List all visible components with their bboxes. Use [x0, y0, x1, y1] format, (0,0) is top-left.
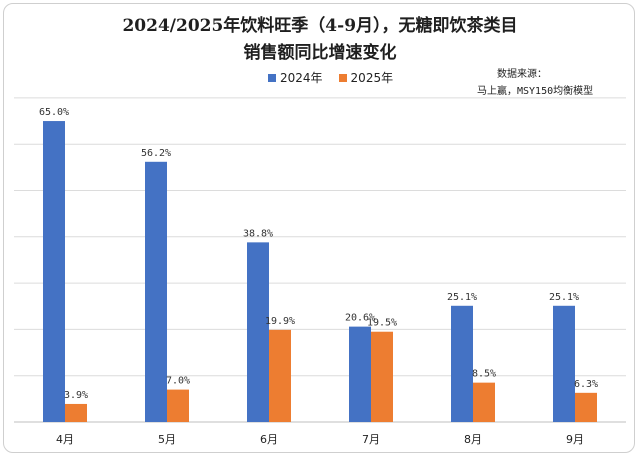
data-label-2025-7: 19.5%: [367, 318, 397, 329]
x-tick-label: 8月: [464, 433, 482, 446]
bar-2024-8: [451, 305, 473, 422]
data-label-2025-4: 3.9%: [64, 390, 88, 401]
data-label-2024-4: 65.0%: [39, 107, 69, 118]
chart-legend: 2024年 2025年: [268, 69, 393, 86]
bar-2025-4: [65, 403, 87, 422]
data-source-note: 数据来源： 马上赢，MSY150均衡模型: [477, 66, 613, 100]
data-label-2025-8: 8.5%: [472, 369, 496, 380]
bar-2024-6: [247, 242, 269, 422]
legend-label-2025: 2025年: [350, 71, 394, 85]
legend-swatch-2024: [268, 73, 276, 82]
legend-item-2024: 2024年: [268, 69, 323, 86]
x-tick-label: 6月: [260, 433, 278, 446]
legend-swatch-2025: [338, 73, 347, 82]
data-label-2025-6: 19.9%: [265, 316, 295, 327]
legend-item-2025: 2025年: [338, 69, 394, 86]
bar-2025-6: [269, 329, 291, 422]
bar-2025-9: [575, 392, 597, 422]
data-label-2025-9: 6.3%: [574, 379, 598, 390]
bar-2025-5: [167, 389, 189, 422]
data-label-2025-5: 7.0%: [166, 376, 190, 387]
legend-label-2024: 2024年: [280, 71, 323, 85]
data-label-2024-8: 25.1%: [447, 292, 477, 303]
bar-2024-7: [349, 326, 371, 422]
data-label-2024-5: 56.2%: [141, 148, 171, 159]
bar-2025-8: [473, 382, 495, 422]
bar-2025-7: [371, 331, 393, 422]
chart-frame: [3, 3, 635, 453]
chart-subtitle: 销售额同比增速变化: [243, 43, 397, 63]
x-tick-label: 5月: [158, 433, 176, 446]
data-label-2024-7: 20.6%: [345, 313, 375, 324]
x-tick-label: 4月: [56, 433, 74, 446]
x-tick-label: 7月: [362, 433, 380, 446]
bar-2024-9: [553, 305, 575, 422]
data-label-2024-6: 38.8%: [243, 228, 273, 239]
bar-2024-4: [43, 121, 65, 423]
source-line-1: 数据来源：: [497, 69, 547, 80]
x-tick-label: 9月: [566, 433, 584, 446]
source-line-2: 马上赢，MSY150均衡模型: [477, 86, 594, 97]
bar-2024-5: [145, 161, 167, 422]
chart-title: 2024/2025年饮料旺季（4-9月），无糖即饮茶类目: [122, 16, 518, 36]
data-label-2024-9: 25.1%: [549, 292, 579, 303]
